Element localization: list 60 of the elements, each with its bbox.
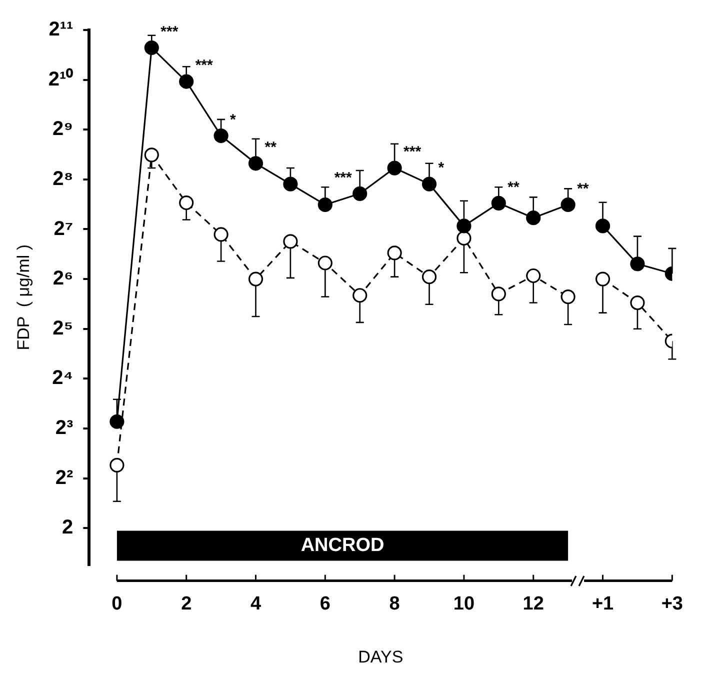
x-tick-label: 0 — [112, 593, 122, 614]
point — [560, 289, 576, 304]
annotation: ** — [264, 139, 277, 156]
band-label: ANCROD — [300, 535, 384, 556]
y-tick-label: 2⁶ — [52, 268, 74, 290]
y-tick-label: 2³ — [55, 416, 74, 439]
y-tick-label: 2¹¹ — [48, 18, 74, 41]
point — [387, 246, 402, 260]
point — [526, 210, 541, 226]
point — [110, 414, 124, 429]
x-tick-label: 4 — [250, 593, 262, 614]
point — [422, 270, 437, 284]
point — [352, 288, 368, 303]
y-tick-label: 2⁹ — [52, 118, 74, 140]
point — [214, 128, 228, 144]
x-tick-label: 12 — [522, 593, 544, 614]
point — [283, 176, 298, 192]
point — [456, 230, 472, 246]
annotation: *** — [195, 57, 214, 74]
point — [352, 186, 368, 201]
point — [144, 40, 159, 56]
x2-tick-label: +3 — [661, 593, 684, 614]
point — [526, 268, 541, 284]
annotation: *** — [160, 23, 178, 40]
y-tick-label: 2² — [55, 466, 74, 489]
point — [491, 286, 506, 302]
y-tick-label: 2⁸ — [52, 168, 74, 190]
point — [214, 227, 228, 242]
point — [179, 195, 194, 210]
y-tick-label: 2 — [62, 516, 74, 539]
x-tick-label: 6 — [320, 593, 330, 614]
annotation: ** — [508, 178, 520, 196]
point — [318, 256, 332, 270]
annotation: *** — [404, 144, 422, 161]
x-tick-label: 2 — [181, 593, 192, 614]
y-tick-label: 2⁷ — [54, 218, 74, 240]
y-tick-label: 2¹⁰ — [48, 67, 74, 90]
x-tick-label: 8 — [389, 593, 400, 614]
point — [456, 218, 472, 234]
point — [179, 74, 194, 89]
annotation: *** — [334, 169, 352, 186]
point — [144, 148, 159, 162]
point — [387, 160, 402, 176]
point — [248, 156, 264, 171]
annotation: ** — [577, 180, 589, 198]
point — [248, 272, 264, 286]
x-axis-title: DAYS — [358, 647, 404, 666]
point — [422, 176, 437, 192]
y-tick-label: 2⁴ — [52, 367, 74, 390]
point — [491, 196, 506, 210]
point — [560, 197, 576, 212]
point — [283, 234, 298, 249]
y-tick-label: 2⁵ — [52, 317, 74, 340]
y-axis-title: FDP ( μg/ml ) — [14, 244, 33, 350]
point — [318, 197, 332, 212]
annotation: * — [230, 111, 236, 128]
x2-tick-label: +1 — [592, 593, 614, 614]
point — [110, 458, 124, 472]
x-tick-label: 10 — [453, 593, 475, 614]
annotation: * — [438, 160, 444, 177]
